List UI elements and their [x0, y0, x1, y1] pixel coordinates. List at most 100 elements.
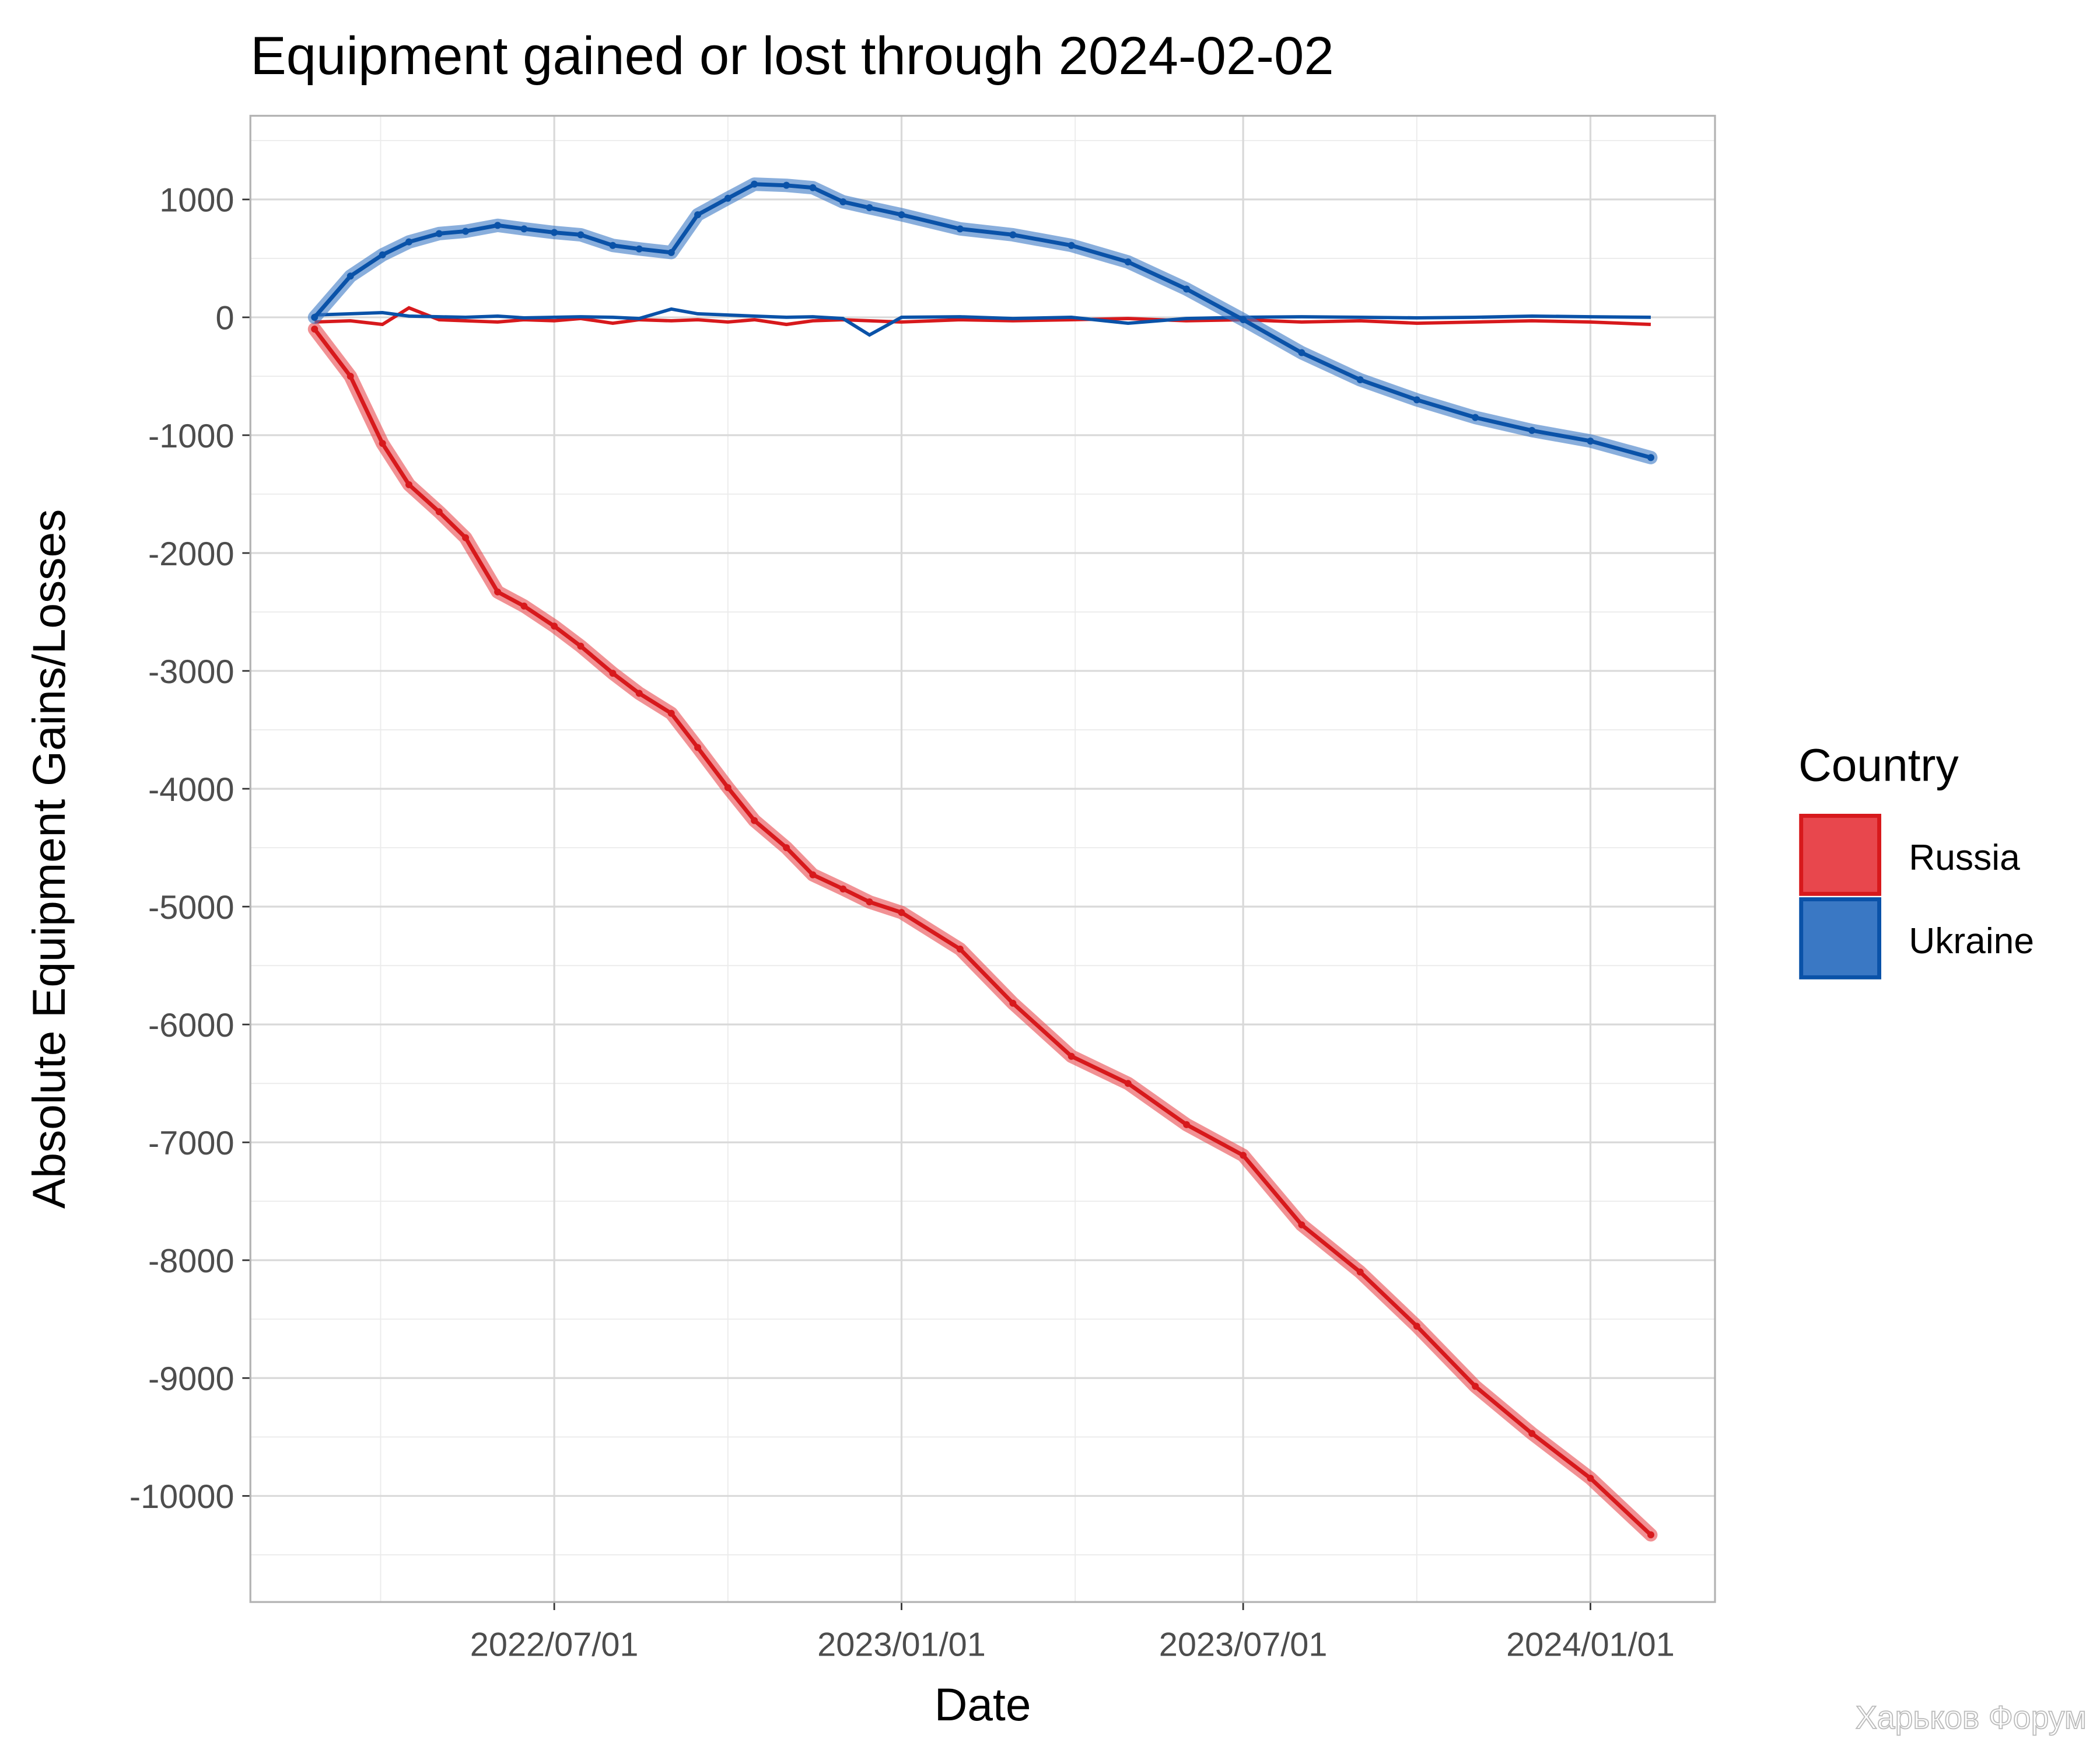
point [809, 871, 817, 879]
point [1413, 396, 1420, 404]
point [405, 238, 413, 246]
point [379, 440, 386, 447]
point [551, 622, 558, 630]
y-tick-label: -2000 [148, 536, 235, 573]
point [1528, 426, 1536, 434]
point [839, 885, 847, 893]
y-tick-label: -1000 [148, 418, 235, 455]
point [577, 231, 584, 239]
y-tick-label: -5000 [148, 889, 235, 926]
point [1298, 1221, 1306, 1229]
point [1413, 1322, 1420, 1330]
point [956, 225, 964, 233]
point [609, 242, 617, 249]
point [1647, 454, 1654, 461]
x-tick-label: 2022/07/01 [470, 1626, 639, 1663]
point [435, 508, 443, 516]
point [635, 690, 643, 697]
point [694, 744, 702, 751]
point [1587, 1475, 1594, 1482]
point [751, 180, 758, 188]
series-line [313, 328, 1653, 1537]
point [520, 602, 528, 610]
y-tick-label: -7000 [148, 1125, 235, 1162]
point [783, 844, 790, 852]
y-tick-label: -6000 [148, 1007, 235, 1044]
daily-line [314, 307, 1651, 337]
y-tick-label: 0 [215, 300, 234, 337]
watermark: Харьков Форум [1856, 1699, 2087, 1735]
series-line [313, 182, 1651, 460]
point [667, 249, 675, 256]
point [609, 670, 617, 677]
y-axis-label: Absolute Equipment Gains/Losses [23, 509, 75, 1209]
point [311, 313, 318, 321]
point [379, 251, 386, 258]
point [1124, 258, 1132, 265]
point [809, 184, 817, 191]
point [866, 204, 873, 212]
y-tick-label: -8000 [148, 1243, 235, 1280]
chart-title: Equipment gained or lost through 2024-02… [250, 25, 1334, 86]
point [577, 642, 584, 650]
x-tick-label: 2023/07/01 [1159, 1626, 1328, 1663]
point [1240, 316, 1247, 323]
legend-title: Country [1798, 739, 1959, 790]
legend-key [1799, 813, 1881, 896]
point [1068, 242, 1075, 249]
point [956, 945, 964, 953]
point [839, 198, 847, 205]
point [346, 272, 354, 280]
point [462, 228, 470, 235]
point [1356, 376, 1364, 384]
point [462, 534, 470, 541]
point [1068, 1052, 1075, 1060]
x-axis-label: Date [935, 1679, 1031, 1730]
point [405, 481, 413, 488]
point [635, 245, 643, 253]
point [1472, 414, 1479, 421]
point [724, 784, 732, 792]
point [751, 817, 758, 824]
point [1124, 1080, 1132, 1087]
point [783, 181, 790, 189]
daily-line [314, 306, 1651, 327]
legend-key [1799, 897, 1881, 979]
point [1009, 999, 1017, 1007]
point [1240, 1152, 1247, 1159]
point [494, 588, 502, 596]
point [1647, 1531, 1654, 1538]
y-tick-label: 1000 [159, 182, 234, 219]
y-tick-label: -10000 [130, 1478, 235, 1516]
point [724, 194, 732, 202]
point [435, 230, 443, 237]
point [1356, 1268, 1364, 1276]
legend-label: Russia [1909, 838, 2020, 878]
point [667, 709, 675, 717]
point [694, 211, 702, 219]
point [898, 211, 905, 219]
point [494, 222, 502, 229]
y-tick-label: -3000 [148, 653, 235, 691]
y-tick-label: -9000 [148, 1360, 235, 1398]
x-tick-label: 2023/01/01 [817, 1626, 986, 1663]
point [1183, 1121, 1191, 1128]
point [1183, 285, 1191, 293]
point [898, 909, 905, 916]
point [1587, 438, 1594, 445]
panel [250, 116, 1716, 1602]
point [346, 372, 354, 380]
point [1472, 1383, 1479, 1390]
y-tick-label: -4000 [148, 771, 235, 809]
point [866, 898, 873, 906]
point [311, 326, 318, 333]
point [520, 225, 528, 233]
x-tick-label: 2024/01/01 [1506, 1626, 1675, 1663]
panel-border [249, 114, 1716, 1603]
legend-label: Ukraine [1909, 921, 2034, 961]
point [1298, 349, 1306, 356]
point [1528, 1430, 1536, 1437]
point [551, 229, 558, 236]
